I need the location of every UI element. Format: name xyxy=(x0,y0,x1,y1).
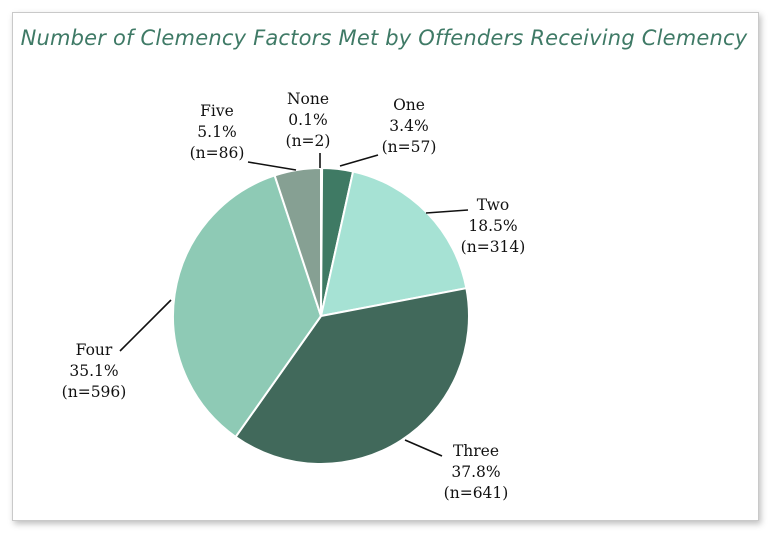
leader-line-three xyxy=(404,439,443,457)
data-label-count-four: (n=596) xyxy=(62,383,127,401)
pie-slice-four xyxy=(172,174,323,439)
pie-slice-five xyxy=(273,166,322,317)
data-label-name-none: None xyxy=(287,90,329,108)
pie-slice-three xyxy=(234,287,470,465)
data-label-name-two: Two xyxy=(477,196,509,214)
data-label-name-one: One xyxy=(393,96,425,114)
data-label-name-five: Five xyxy=(200,102,234,120)
data-label-count-one: (n=57) xyxy=(382,138,437,156)
data-label-percent-three: 37.8% xyxy=(451,463,500,481)
leader-line-two xyxy=(425,209,469,214)
data-label-count-two: (n=314) xyxy=(461,238,526,256)
data-label-count-five: (n=86) xyxy=(190,144,245,162)
data-label-name-three: Three xyxy=(453,442,499,460)
data-label-percent-none: 0.1% xyxy=(288,111,327,129)
leader-line-one xyxy=(339,154,379,167)
data-label-percent-one: 3.4% xyxy=(389,117,428,135)
leader-line-five xyxy=(247,161,297,171)
data-label-count-three: (n=641) xyxy=(444,484,509,502)
data-label-percent-five: 5.1% xyxy=(197,123,236,141)
leader-line-four xyxy=(119,299,172,352)
chart-title: Number of Clemency Factors Met by Offend… xyxy=(20,26,748,50)
data-label-percent-four: 35.1% xyxy=(69,362,118,380)
data-label-name-four: Four xyxy=(76,341,113,359)
data-label-percent-two: 18.5% xyxy=(468,217,517,235)
data-label-count-none: (n=2) xyxy=(286,132,331,150)
